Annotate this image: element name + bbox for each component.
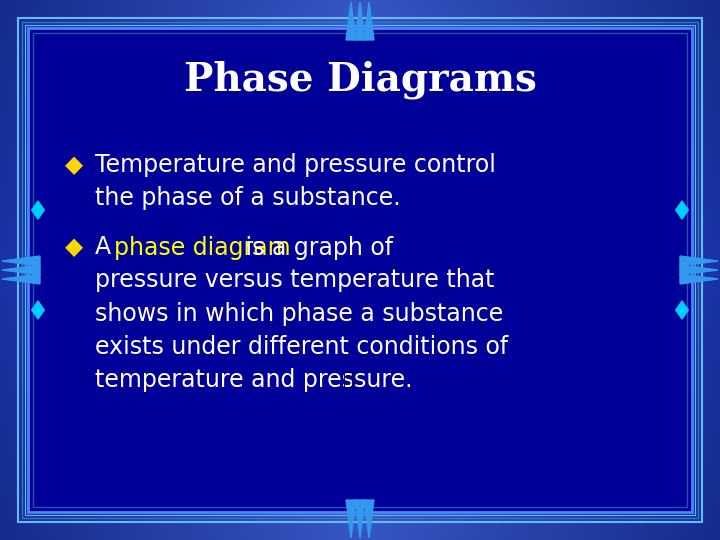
Polygon shape: [2, 256, 40, 266]
Text: the phase of a substance.: the phase of a substance.: [95, 186, 400, 210]
Polygon shape: [355, 2, 365, 40]
Text: 🔈: 🔈: [342, 370, 353, 388]
Text: is a graph of: is a graph of: [238, 235, 392, 260]
Bar: [28, 28, 692, 512]
Polygon shape: [675, 301, 688, 319]
Text: temperature and pressure.: temperature and pressure.: [95, 368, 413, 392]
Polygon shape: [346, 2, 356, 40]
Polygon shape: [32, 201, 45, 219]
Text: Temperature and pressure control: Temperature and pressure control: [95, 153, 496, 177]
Polygon shape: [364, 500, 374, 538]
Text: ◆: ◆: [65, 235, 83, 260]
Polygon shape: [32, 301, 45, 319]
Text: Phase Diagrams: Phase Diagrams: [184, 60, 536, 99]
Text: phase diagram: phase diagram: [114, 235, 291, 260]
Text: A: A: [95, 235, 119, 260]
Polygon shape: [364, 2, 374, 40]
Bar: [33, 33, 687, 507]
Polygon shape: [2, 274, 40, 284]
Polygon shape: [355, 500, 365, 538]
Polygon shape: [675, 201, 688, 219]
Polygon shape: [346, 500, 356, 538]
Text: exists under different conditions of: exists under different conditions of: [95, 334, 508, 359]
Text: ◆: ◆: [65, 153, 83, 177]
Text: shows in which phase a substance: shows in which phase a substance: [95, 301, 503, 326]
Polygon shape: [680, 265, 718, 275]
Text: pressure versus temperature that: pressure versus temperature that: [95, 268, 495, 293]
Polygon shape: [680, 256, 718, 266]
Bar: [28, 28, 692, 512]
Polygon shape: [680, 274, 718, 284]
Polygon shape: [2, 265, 40, 275]
